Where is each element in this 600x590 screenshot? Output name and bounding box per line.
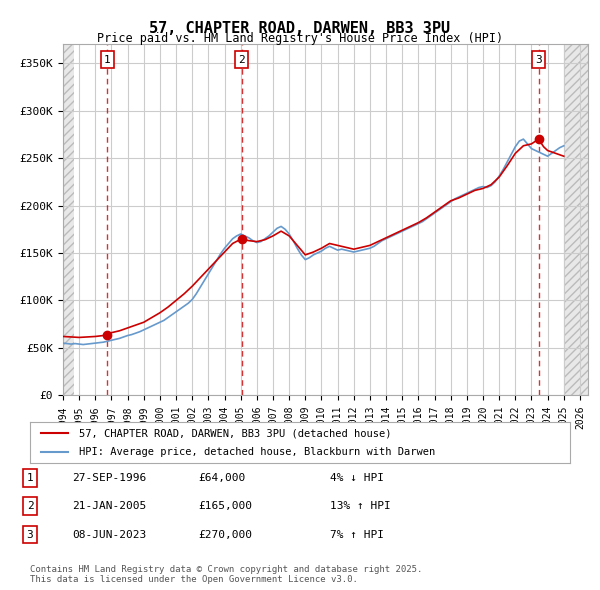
Bar xyxy=(63,44,74,395)
Text: 4% ↓ HPI: 4% ↓ HPI xyxy=(330,473,384,483)
Text: 21-JAN-2005: 21-JAN-2005 xyxy=(72,502,146,511)
Text: 27-SEP-1996: 27-SEP-1996 xyxy=(72,473,146,483)
Bar xyxy=(564,44,588,395)
Text: 08-JUN-2023: 08-JUN-2023 xyxy=(72,530,146,539)
Text: 2: 2 xyxy=(26,502,34,511)
Text: 7% ↑ HPI: 7% ↑ HPI xyxy=(330,530,384,539)
Text: 2: 2 xyxy=(238,55,245,65)
Text: £64,000: £64,000 xyxy=(198,473,245,483)
Text: 1: 1 xyxy=(104,55,110,65)
Text: 3: 3 xyxy=(535,55,542,65)
Text: 3: 3 xyxy=(26,530,34,539)
Text: 57, CHAPTER ROAD, DARWEN, BB3 3PU (detached house): 57, CHAPTER ROAD, DARWEN, BB3 3PU (detac… xyxy=(79,428,391,438)
Text: 1: 1 xyxy=(26,473,34,483)
Text: 57, CHAPTER ROAD, DARWEN, BB3 3PU: 57, CHAPTER ROAD, DARWEN, BB3 3PU xyxy=(149,21,451,35)
Text: 13% ↑ HPI: 13% ↑ HPI xyxy=(330,502,391,511)
Text: Price paid vs. HM Land Registry's House Price Index (HPI): Price paid vs. HM Land Registry's House … xyxy=(97,32,503,45)
Bar xyxy=(564,44,588,395)
Text: £165,000: £165,000 xyxy=(198,502,252,511)
Bar xyxy=(63,44,71,395)
Text: HPI: Average price, detached house, Blackburn with Darwen: HPI: Average price, detached house, Blac… xyxy=(79,447,435,457)
Text: £270,000: £270,000 xyxy=(198,530,252,539)
Text: Contains HM Land Registry data © Crown copyright and database right 2025.
This d: Contains HM Land Registry data © Crown c… xyxy=(30,565,422,584)
